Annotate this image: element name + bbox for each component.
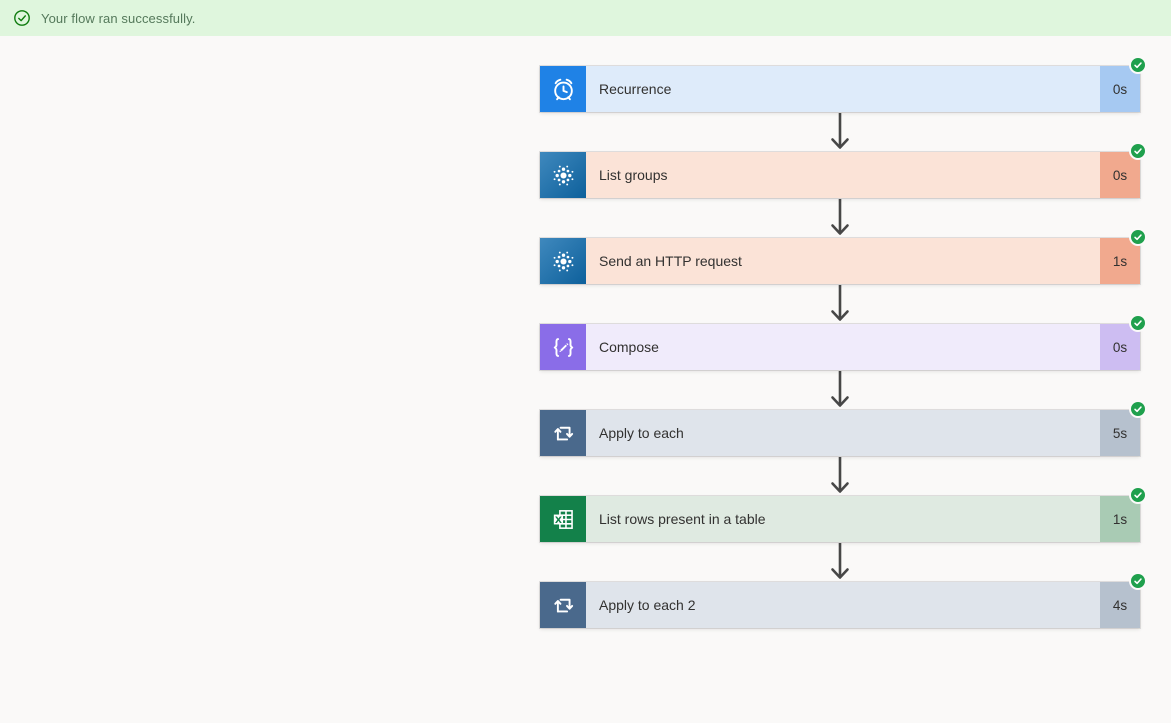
connector-arrow bbox=[540, 542, 1140, 582]
connector-arrow bbox=[540, 198, 1140, 238]
connector-arrow bbox=[540, 112, 1140, 152]
step-label: Send an HTTP request bbox=[599, 253, 742, 269]
success-circle-check-icon bbox=[14, 10, 30, 26]
step-duration: 4s bbox=[1100, 582, 1140, 628]
apply-to-each-icon-tile bbox=[540, 582, 586, 628]
office365-groups-icon bbox=[553, 165, 573, 185]
step-label: Recurrence bbox=[599, 81, 672, 97]
check-icon bbox=[1134, 320, 1142, 327]
step-duration: 1s bbox=[1100, 496, 1140, 542]
step-status-badge-succeeded bbox=[1129, 486, 1147, 504]
flow-step-list-groups[interactable]: List groups 0s bbox=[540, 142, 1147, 198]
flow-step-compose[interactable]: Compose 0s bbox=[540, 314, 1147, 370]
flow-step-apply-to-each[interactable]: Apply to each 5s bbox=[540, 400, 1147, 456]
office365-groups-icon-tile bbox=[540, 152, 586, 198]
check-icon bbox=[1134, 406, 1142, 413]
step-duration: 1s bbox=[1100, 238, 1140, 284]
step-label: Apply to each bbox=[599, 425, 684, 441]
excel-icon-tile: X bbox=[540, 496, 586, 542]
connector-arrow bbox=[540, 370, 1140, 410]
check-icon bbox=[1134, 492, 1142, 499]
check-icon bbox=[1134, 62, 1142, 69]
apply-to-each-loop-icon bbox=[553, 426, 573, 440]
step-status-badge-succeeded bbox=[1129, 142, 1147, 160]
step-label: Compose bbox=[599, 339, 659, 355]
step-label: List groups bbox=[599, 167, 668, 183]
step-duration: 0s bbox=[1100, 152, 1140, 198]
flow-step-send-http-request[interactable]: Send an HTTP request 1s bbox=[540, 228, 1147, 284]
check-icon bbox=[1134, 148, 1142, 155]
connector-arrow bbox=[540, 284, 1140, 324]
step-status-badge-succeeded bbox=[1129, 314, 1147, 332]
check-icon bbox=[1134, 234, 1142, 241]
step-status-badge-succeeded bbox=[1129, 56, 1147, 74]
compose-icon-tile bbox=[540, 324, 586, 370]
success-message-text: Your flow ran successfully. bbox=[41, 10, 196, 26]
flow-step-recurrence[interactable]: Recurrence 0s bbox=[540, 56, 1147, 112]
step-duration: 0s bbox=[1100, 66, 1140, 112]
step-label: Apply to each 2 bbox=[599, 597, 696, 613]
compose-braces-pencil-icon bbox=[553, 337, 573, 357]
step-duration: 0s bbox=[1100, 324, 1140, 370]
svg-text:X: X bbox=[554, 514, 561, 525]
step-status-badge-succeeded bbox=[1129, 400, 1147, 418]
step-status-badge-succeeded bbox=[1129, 228, 1147, 246]
excel-icon: X bbox=[553, 509, 573, 529]
step-label: List rows present in a table bbox=[599, 511, 766, 527]
office365-groups-icon bbox=[553, 251, 573, 271]
step-duration: 5s bbox=[1100, 410, 1140, 456]
flow-diagram: Recurrence 0s bbox=[540, 56, 1147, 628]
connector-arrow bbox=[540, 456, 1140, 496]
step-status-badge-succeeded bbox=[1129, 572, 1147, 590]
check-icon bbox=[1134, 578, 1142, 585]
success-message-bar: Your flow ran successfully. bbox=[0, 0, 1171, 36]
apply-to-each-icon-tile bbox=[540, 410, 586, 456]
recurrence-icon-tile bbox=[540, 66, 586, 112]
flow-step-apply-to-each-2[interactable]: Apply to each 2 4s bbox=[540, 572, 1147, 628]
office365-groups-icon-tile bbox=[540, 238, 586, 284]
recurrence-clock-icon bbox=[553, 78, 573, 100]
flow-step-list-rows-in-table[interactable]: X List rows present in a table 1s bbox=[540, 486, 1147, 542]
apply-to-each-loop-icon bbox=[553, 598, 573, 612]
